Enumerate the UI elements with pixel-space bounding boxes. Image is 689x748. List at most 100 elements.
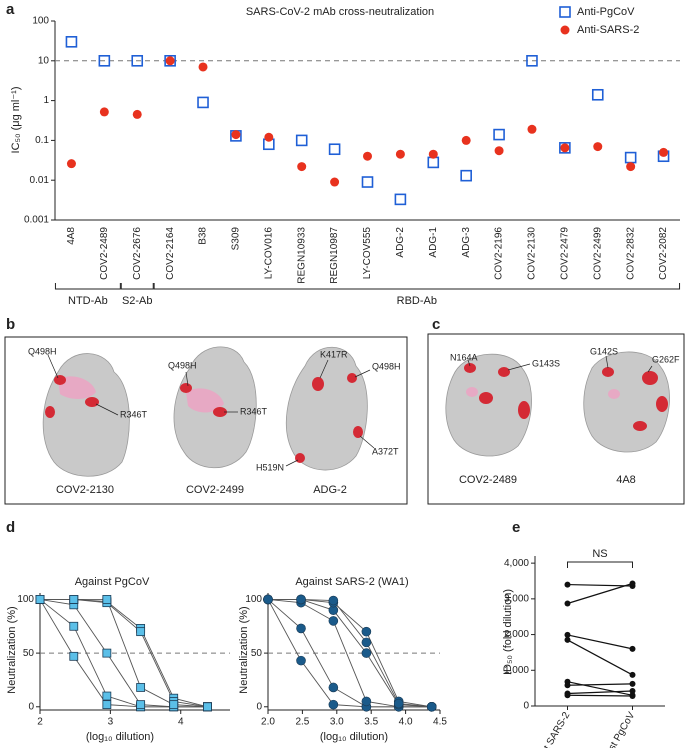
x-tick-label: COV2-2499 [592, 227, 603, 280]
y-tick-label: 3,000 [504, 593, 529, 604]
significance-label: NS [592, 548, 607, 560]
marker [169, 700, 179, 710]
marker [395, 149, 405, 159]
leader-line [95, 403, 119, 416]
marker [626, 162, 636, 172]
marker [426, 701, 437, 712]
marker [493, 128, 505, 141]
mutation-label: A372T [372, 446, 399, 456]
curve [267, 598, 432, 708]
marker [559, 142, 571, 154]
marker [69, 621, 79, 631]
marker [629, 693, 636, 699]
leader-line [467, 359, 471, 367]
pair-line [567, 583, 633, 587]
x-tick-label: 4.0 [399, 717, 413, 728]
panel-frame [4, 336, 408, 505]
leader-line [605, 355, 609, 369]
marker [231, 130, 241, 140]
x-axis-label: (log₁₀ dilution) [86, 731, 154, 743]
legend-marker [559, 6, 571, 18]
y-tick-label: 0.001 [24, 215, 49, 226]
marker [102, 648, 112, 658]
x-tick-label: COV2-2489 [99, 227, 110, 280]
marker [296, 594, 306, 605]
x-tick-label: 4.5 [433, 717, 447, 728]
pair-line [567, 690, 633, 695]
marker [564, 600, 571, 607]
mutation-label: K417R [320, 349, 348, 359]
structure-name: 4A8 [616, 474, 636, 486]
leader-line [507, 363, 531, 371]
marker [65, 36, 78, 48]
marker [198, 62, 208, 72]
y-axis-label: Neutralization (%) [238, 606, 250, 693]
mutation-site [498, 367, 510, 377]
x-tick-label: 4 [178, 717, 184, 728]
y-axis-label: IC₅₀ (μg ml⁻¹) [10, 87, 22, 154]
marker [363, 151, 372, 161]
pair-line [567, 681, 633, 696]
mutation-label: G262F [652, 354, 680, 364]
x-tick-label: B38 [198, 227, 209, 245]
leader-line [359, 435, 375, 449]
group-label: NTD-Ab [68, 295, 108, 307]
x-tick-label: REGN10933 [296, 227, 307, 284]
group-label: S2-Ab [122, 295, 153, 307]
x-tick-label: 3.5 [364, 717, 378, 728]
marker [136, 683, 146, 692]
panel-letter: d [6, 519, 15, 536]
pair-line [567, 694, 633, 697]
panel-letter: c [432, 316, 440, 333]
epitope [186, 388, 224, 413]
marker [629, 688, 636, 694]
marker [295, 134, 308, 147]
marker [328, 595, 339, 606]
marker [564, 631, 571, 638]
y-tick-label: 100 [17, 594, 34, 605]
mutation-site [54, 375, 66, 385]
marker [102, 595, 112, 604]
marker [328, 682, 339, 693]
marker [164, 54, 176, 67]
curve [39, 598, 208, 708]
x-tick-label: ADG-3 [461, 227, 472, 258]
x-tick-label: 3 [108, 717, 114, 728]
mutation-site [518, 401, 530, 419]
marker [263, 594, 273, 605]
mutation-site [213, 407, 227, 417]
structure-name: COV2-2499 [186, 484, 244, 496]
y-tick-label: 50 [23, 648, 35, 659]
marker [328, 143, 341, 156]
marker [203, 702, 212, 712]
x-tick-label: 4A8 [66, 227, 77, 245]
leader-line [285, 459, 299, 467]
x-tick-label: S309 [231, 227, 242, 251]
y-tick-label: 100 [32, 16, 49, 27]
marker [629, 671, 636, 678]
structure [285, 346, 368, 471]
group-bracket [54, 283, 121, 290]
y-tick-label: 1 [43, 95, 49, 106]
marker [197, 96, 209, 109]
group-bracket [120, 283, 154, 290]
mutation-site [295, 453, 305, 463]
marker [35, 595, 45, 604]
panel-letter: b [6, 316, 15, 333]
panel-frame [427, 333, 685, 505]
y-tick-label: 1,000 [504, 665, 529, 676]
mutation-label: G142S [590, 346, 618, 356]
panel-letter: a [6, 1, 15, 18]
x-tick-label: Against SARS-2 [527, 710, 573, 748]
marker [564, 692, 571, 699]
marker [328, 616, 339, 626]
chart-title: Against PgCoV [75, 576, 150, 588]
marker [564, 581, 571, 588]
y-axis-label: Neutralization (%) [6, 606, 18, 693]
x-tick-label: LY-COV016 [263, 227, 274, 280]
marker [330, 177, 340, 187]
marker [624, 151, 637, 164]
marker [66, 159, 76, 169]
x-tick-label: 2 [37, 717, 43, 728]
